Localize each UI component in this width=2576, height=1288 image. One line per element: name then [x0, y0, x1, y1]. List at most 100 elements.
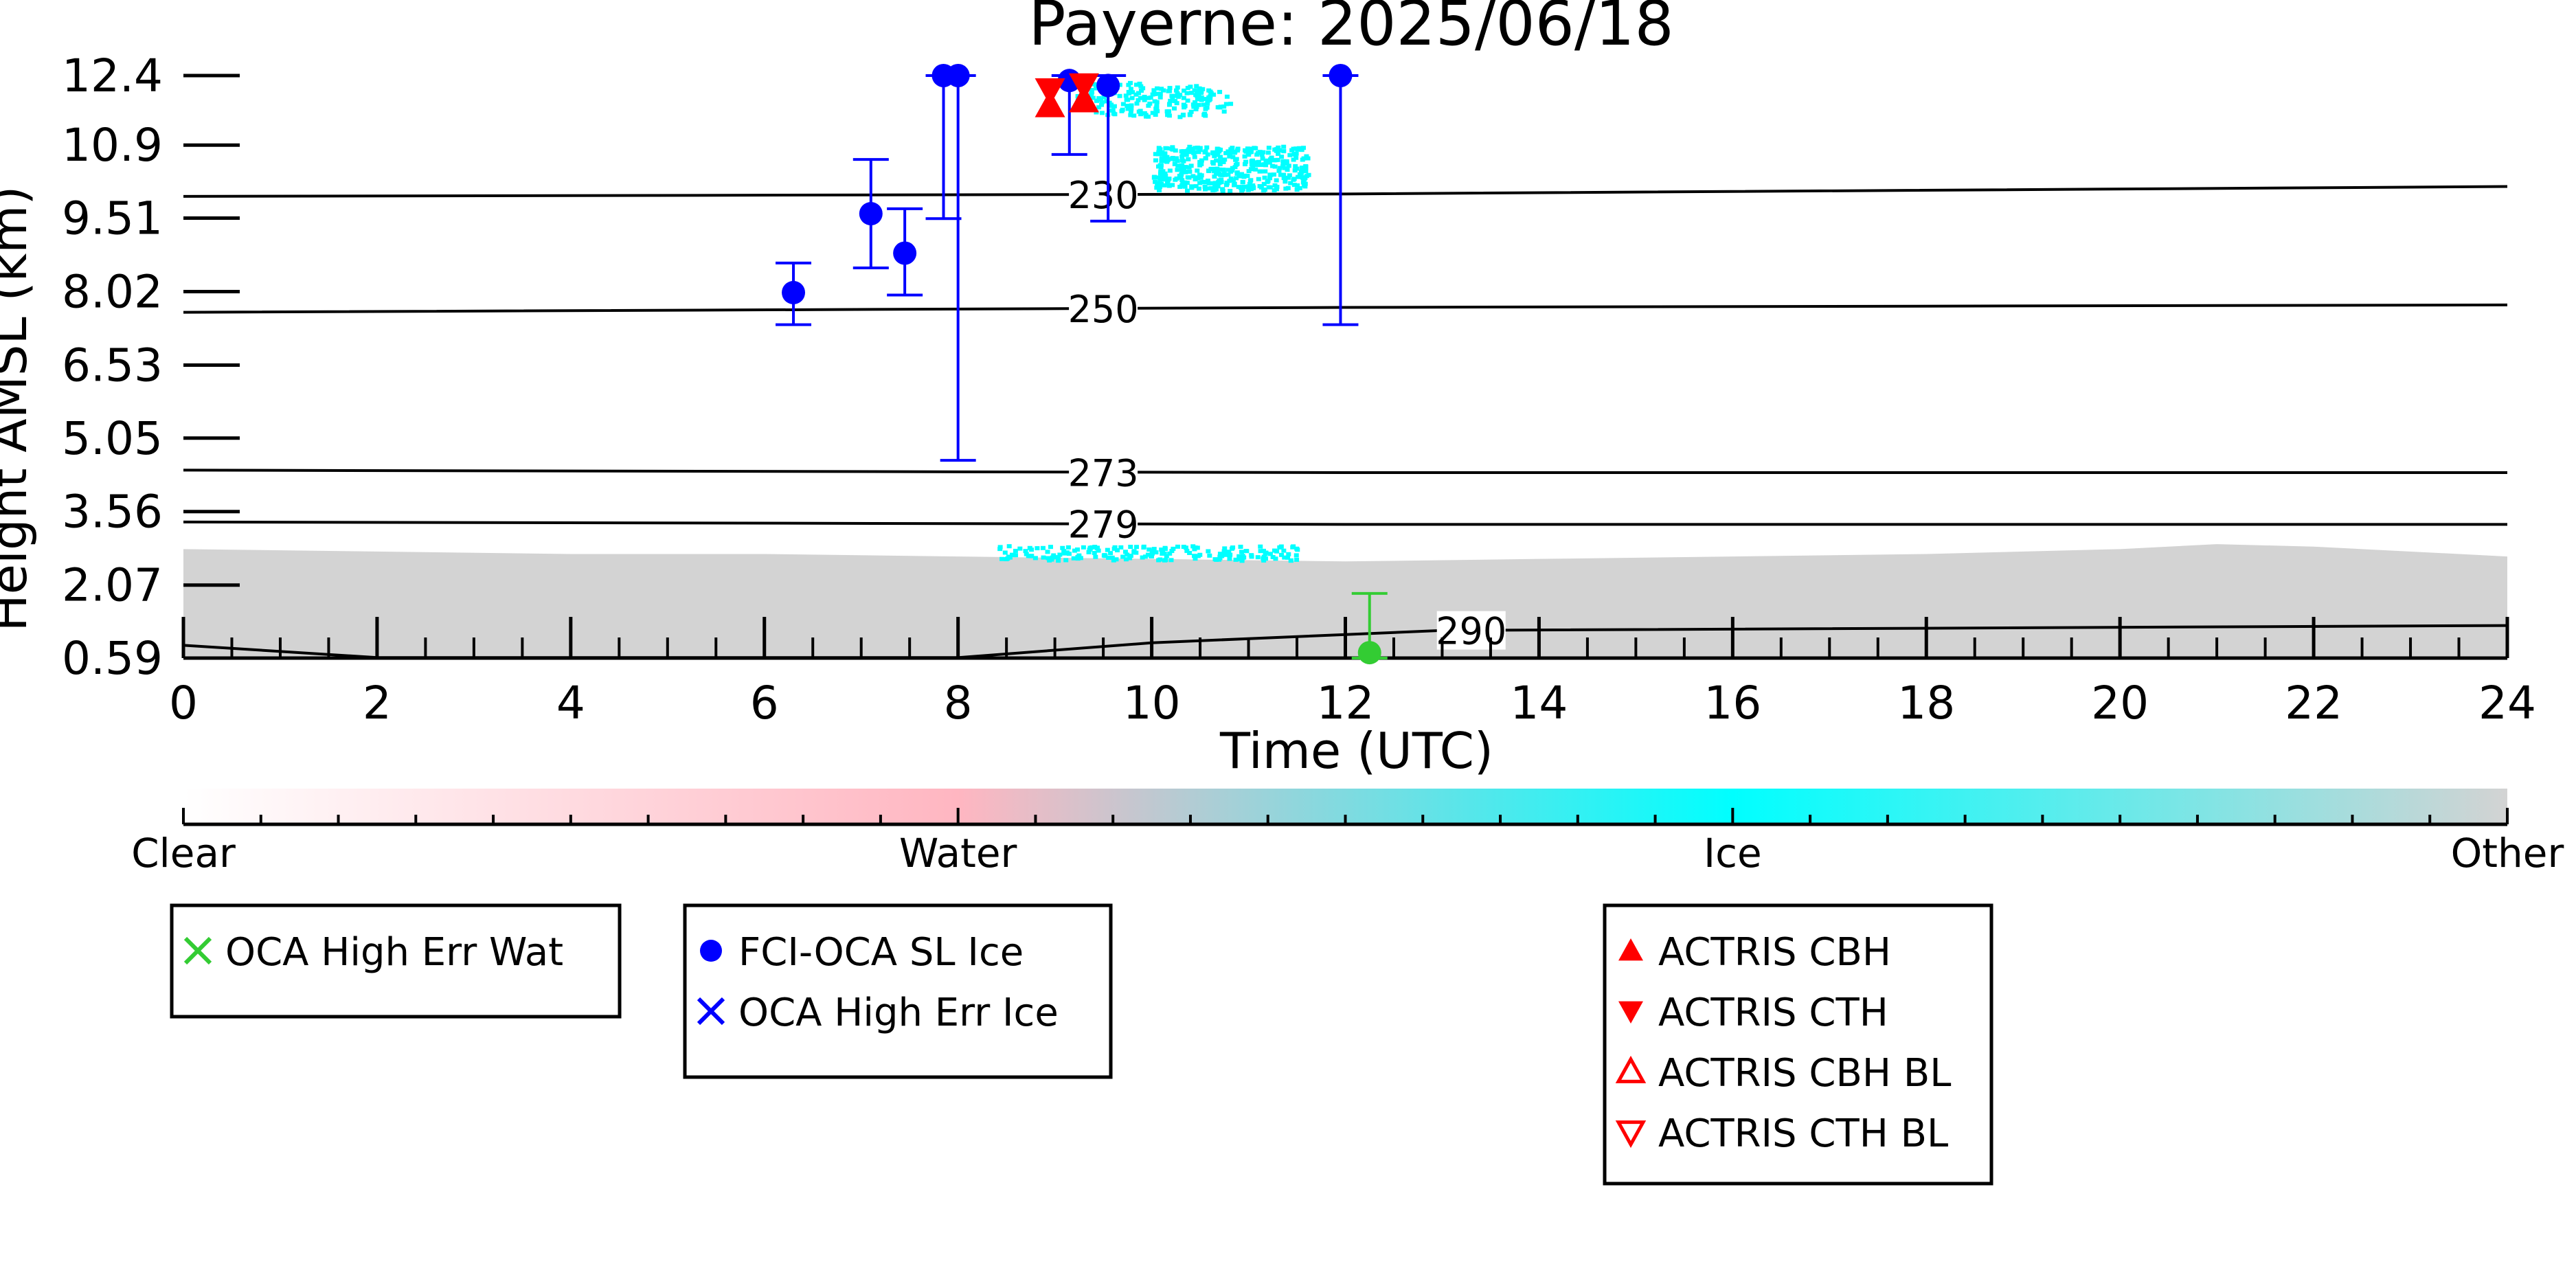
ice-pixel [1152, 91, 1157, 96]
ice-pixel [1221, 159, 1226, 164]
ice-pixel [1115, 548, 1120, 553]
ice-pixel [1195, 545, 1200, 550]
ice-pixel [1198, 175, 1204, 180]
ice-pixel [1261, 150, 1266, 155]
x-tick-label: 8 [944, 677, 973, 730]
ice-pixel [1291, 544, 1296, 549]
ice-pixel [1108, 103, 1114, 108]
ice-pixel [1257, 184, 1263, 189]
ice-pixel [1006, 554, 1011, 559]
ice-pixel [1261, 548, 1266, 553]
ice-pixel [1222, 157, 1228, 162]
legend-marker [1615, 1055, 1647, 1083]
ice-pixel [1162, 183, 1167, 188]
ice-pixel [1004, 556, 1009, 561]
ice-pixel [1195, 168, 1200, 173]
ice-pixel [1291, 146, 1296, 151]
ice-pixel [1255, 555, 1261, 560]
ice-pixel [1285, 168, 1290, 172]
ice-pixel [1081, 545, 1086, 550]
ice-pixel [1173, 148, 1178, 153]
legend-frame [170, 903, 622, 1019]
ice-pixel [1127, 80, 1133, 85]
ice-pixel [1240, 179, 1245, 184]
ice-pixel [1094, 86, 1099, 91]
ice-pixel [1092, 545, 1098, 550]
colorbar-label: Ice [1704, 830, 1762, 877]
ice-pixel [1159, 547, 1164, 552]
isotherm-label: 273 [1068, 451, 1139, 495]
ice-pixel [1227, 153, 1232, 158]
ice-pixel [1166, 89, 1171, 93]
ice-pixel [1204, 145, 1210, 150]
ice-pixel [1170, 146, 1175, 151]
ice-pixel [1267, 552, 1273, 556]
ice-pixel [1134, 101, 1140, 106]
ice-pixel [1253, 167, 1258, 172]
ice-pixel [1245, 174, 1250, 179]
ice-pixel [1192, 554, 1197, 558]
ice-pixel [1056, 555, 1061, 560]
ice-pixel [1232, 149, 1238, 154]
ice-pixel [1184, 152, 1189, 157]
ice-pixel [1215, 184, 1221, 189]
ice-pixel [1163, 146, 1168, 150]
ice-pixel [1258, 549, 1263, 554]
ice-pixel [1210, 188, 1216, 193]
ice-pixel [1169, 549, 1175, 554]
ice-pixel [1221, 167, 1226, 172]
ice-pixel [1164, 554, 1169, 558]
ice-pixel [1250, 164, 1256, 169]
ice-pixel [1162, 177, 1168, 182]
ice-pixel [1210, 160, 1216, 165]
ice-pixel [1163, 558, 1168, 563]
ice-pixel [1129, 95, 1135, 100]
ice-pixel [1294, 546, 1300, 551]
ice-pixel [1029, 547, 1035, 552]
ice-pixel [1238, 174, 1243, 179]
ice-pixel [1179, 178, 1185, 183]
ice-pixel [1192, 547, 1197, 552]
ice-pixel [1272, 188, 1277, 192]
ice-pixel [1075, 547, 1081, 552]
legend-box-2: FCI-OCA SL Ice OCA High Err Ice [683, 903, 1113, 1079]
ice-pixel [1035, 546, 1040, 551]
ice-pixel [1212, 169, 1217, 174]
ice-pixel [1024, 552, 1029, 556]
ice-pixel [1182, 170, 1188, 174]
ice-pixel [1076, 553, 1082, 558]
legend-label: ACTRIS CBH [1658, 930, 1891, 975]
ice-pixel [1105, 547, 1110, 552]
ice-pixel [1235, 146, 1241, 151]
ice-pixel [1172, 161, 1177, 166]
ice-pixel [1157, 95, 1163, 100]
x-marker-stroke [697, 997, 725, 1026]
ice-pixel [1174, 101, 1179, 106]
ice-pixel [1111, 558, 1116, 563]
ice-pixel [1063, 558, 1069, 563]
ice-pixel [1227, 179, 1232, 183]
data-point [893, 241, 917, 265]
ice-pixel [1265, 179, 1271, 183]
ice-pixel [1013, 553, 1019, 558]
ice-pixel [1071, 556, 1076, 561]
x-tick-label: 10 [1123, 677, 1181, 730]
isotherm-line [183, 468, 2507, 475]
ice-pixel [1274, 178, 1279, 183]
ice-pixel [1208, 167, 1214, 172]
ice-pixel [1267, 160, 1272, 165]
ice-pixel [1277, 545, 1283, 550]
ice-pixel [1293, 164, 1298, 169]
ice-pixel [1146, 103, 1151, 108]
x-tick-label: 16 [1704, 677, 1761, 730]
ice-pixel [1299, 166, 1304, 170]
ice-pixel [1170, 183, 1175, 188]
ice-pixel [1136, 91, 1142, 95]
ice-pixel [1205, 152, 1210, 157]
ice-pixel [1193, 146, 1198, 150]
ice-pixel [1217, 557, 1222, 562]
data-point [782, 280, 806, 304]
colorbar-label: Other [2451, 830, 2564, 877]
ice-pixel [1146, 547, 1152, 552]
ice-pixel [1288, 181, 1293, 185]
